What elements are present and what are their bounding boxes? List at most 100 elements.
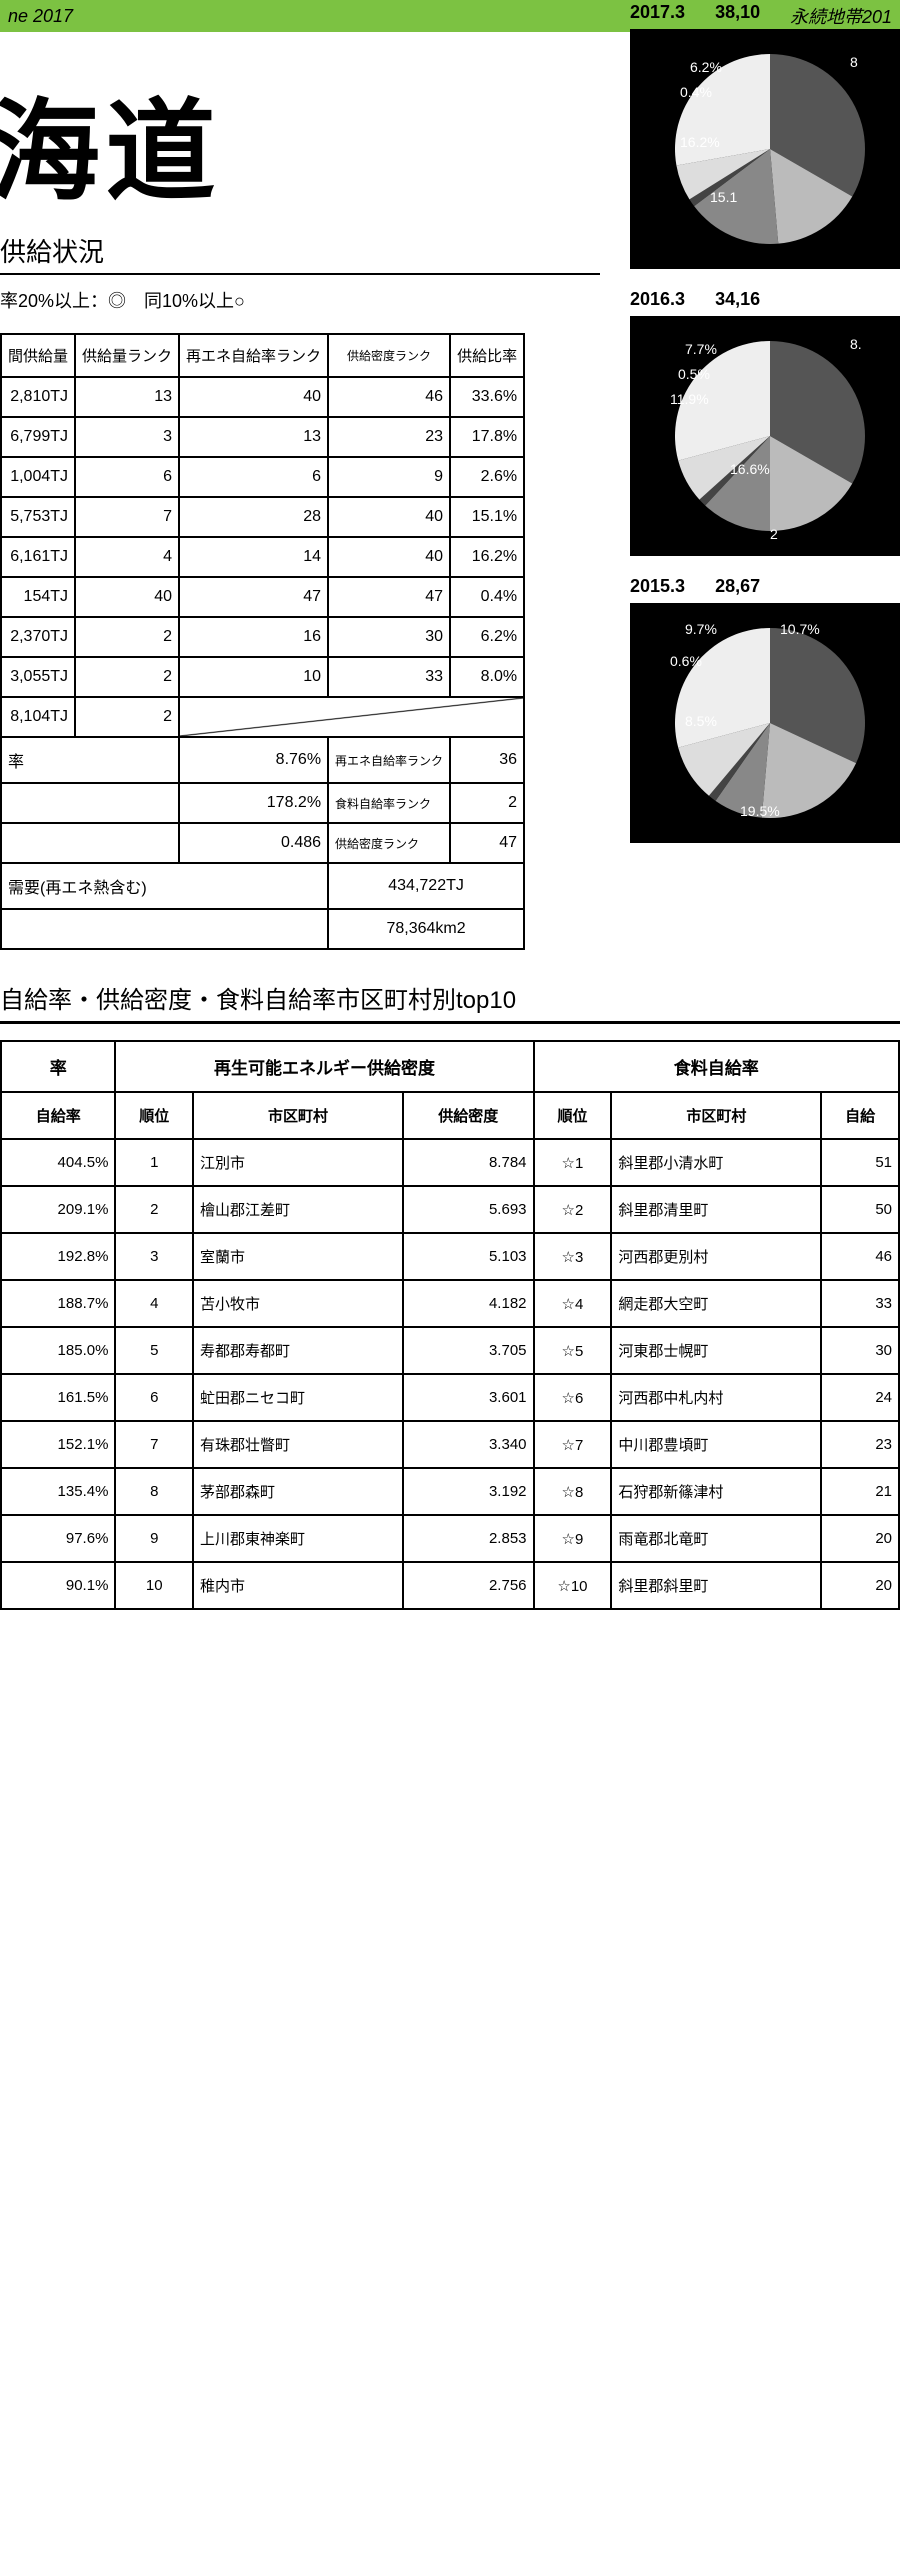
pie-label: 0.5% [678,366,710,382]
pie-chart: 9.7%0.6%8.5%19.5%10.7% [630,603,900,843]
table2-cell: 3.601 [403,1374,534,1421]
table2-cell: 33 [821,1280,899,1327]
table1-header: 供給量ランク [75,334,179,377]
table1-cell: 14 [179,537,328,577]
table1-cell: 2 [75,617,179,657]
table2-row: 97.6%9上川郡東神楽町2.853☆9雨竜郡北竜町20 [1,1515,899,1562]
table1-footer-rval: 2 [450,783,524,823]
table1-footer-rlabel: 供給密度ランク [328,823,450,863]
chart-header: 2017.338,10 [630,2,900,23]
table2-cell: 161.5% [1,1374,115,1421]
pie-label: 9.7% [685,621,717,637]
chart-value: 34,16 [715,289,760,310]
table2-cell: ☆8 [534,1468,612,1515]
table1-row: 3,055TJ210338.0% [1,657,524,697]
table1-bottom-row: 78,364km2 [1,909,524,949]
table2-cell: 192.8% [1,1233,115,1280]
pie-label: 2 [770,526,778,542]
chart-header: 2015.328,67 [630,576,900,597]
table2-cell: 404.5% [1,1139,115,1186]
chart-value: 28,67 [715,576,760,597]
table1-cell: 33 [328,657,450,697]
pie-label: 16.6% [730,461,770,477]
table1-cell: 23 [328,417,450,457]
topbar-left: ne 2017 [8,6,73,27]
table1-cell: 15.1% [450,497,524,537]
pie-label: 0.6% [670,653,702,669]
table1-header: 間供給量 [1,334,75,377]
table2-cell: 寿都郡寿都町 [193,1327,403,1374]
table1-bottom-val: 78,364km2 [328,909,524,949]
chart-block: 2015.328,679.7%0.6%8.5%19.5%10.7% [630,576,900,843]
table2-cell: 虻田郡ニセコ町 [193,1374,403,1421]
section2-heading: 自給率・供給密度・食料自給率市区町村別top10 [0,980,900,1024]
table2-col-header: 自給 [821,1092,899,1139]
table1-footer-label: 率 [1,737,179,783]
table2-cell: 4.182 [403,1280,534,1327]
table1-cell [179,697,524,737]
table2-cell: 24 [821,1374,899,1421]
pie-label: 15.1 [710,189,737,205]
pie-label: 19.5% [740,803,780,819]
table2-cell: ☆9 [534,1515,612,1562]
table2-cell: 稚内市 [193,1562,403,1609]
table2-cell: 檜山郡江差町 [193,1186,403,1233]
pie-chart: 6.2%0.4%16.2%15.18 [630,29,900,269]
table2-row: 185.0%5寿都郡寿都町3.705☆5河東郡士幌町30 [1,1327,899,1374]
table2-cell: 188.7% [1,1280,115,1327]
table1-footer-rval: 47 [450,823,524,863]
table2-group-header: 再生可能エネルギー供給密度 [115,1041,533,1092]
table1-row: 5,753TJ7284015.1% [1,497,524,537]
table1-cell: 0.4% [450,577,524,617]
table2-cell: 21 [821,1468,899,1515]
table2-cell: 2 [115,1186,193,1233]
table2-cell: 6 [115,1374,193,1421]
table2-cell: 江別市 [193,1139,403,1186]
table1-cell: 33.6% [450,377,524,417]
table2-cell: 209.1% [1,1186,115,1233]
table1-cell: 4 [75,537,179,577]
table2-cell: 20 [821,1562,899,1609]
table1-cell: 13 [75,377,179,417]
table1-cell: 8,104TJ [1,697,75,737]
table2-cell: 50 [821,1186,899,1233]
table2-cell: 7 [115,1421,193,1468]
table2-cell: 185.0% [1,1327,115,1374]
table1-cell: 13 [179,417,328,457]
table1-cell: 2,370TJ [1,617,75,657]
table1-cell: 6 [75,457,179,497]
table1-footer-rlabel: 食料自給率ランク [328,783,450,823]
table2-cell: 8.784 [403,1139,534,1186]
table1-footer-label [1,823,179,863]
table1-row: 2,810TJ13404633.6% [1,377,524,417]
table2-cell: 1 [115,1139,193,1186]
table2-cell: ☆4 [534,1280,612,1327]
table2-cell: 雨竜郡北竜町 [611,1515,821,1562]
chart-value: 38,10 [715,2,760,23]
table2-cell: 5.693 [403,1186,534,1233]
table2-row: 209.1%2檜山郡江差町5.693☆2斜里郡清里町50 [1,1186,899,1233]
table2-cell: ☆2 [534,1186,612,1233]
table1-cell: 1,004TJ [1,457,75,497]
table2-cell: ☆7 [534,1421,612,1468]
table1-cell: 40 [328,497,450,537]
pie-label: 6.2% [690,59,722,75]
table1-cell: 7 [75,497,179,537]
table1-cell: 9 [328,457,450,497]
table1-cell: 40 [328,537,450,577]
table1-cell: 30 [328,617,450,657]
table2-cell: 135.4% [1,1468,115,1515]
table1-cell: 6 [179,457,328,497]
chart-block: 2016.334,167.7%0.5%11.9%16.6%8.2 [630,289,900,556]
table1-cell: 6,161TJ [1,537,75,577]
table2-col-header: 市区町村 [611,1092,821,1139]
table1-cell: 40 [179,377,328,417]
table1-bottom-label: 需要(再エネ熱含む) [1,863,328,909]
table1-footer-label [1,783,179,823]
table1-bottom-label [1,909,328,949]
table2-row: 135.4%8茅部郡森町3.192☆8石狩郡新篠津村21 [1,1468,899,1515]
table2-cell: 河西郡中札内村 [611,1374,821,1421]
pie-charts-column: 2017.338,106.2%0.4%16.2%15.182016.334,16… [630,2,900,863]
chart-header: 2016.334,16 [630,289,900,310]
table1-row: 154TJ4047470.4% [1,577,524,617]
